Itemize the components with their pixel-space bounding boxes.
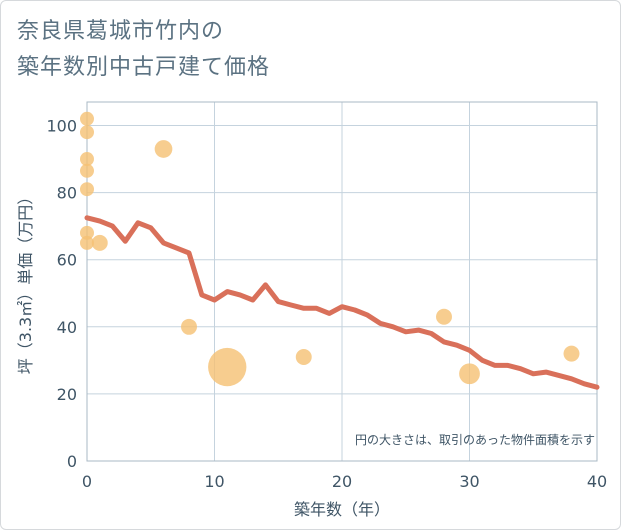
x-axis-label: 築年数（年）: [294, 500, 390, 519]
transaction-bubble: [154, 140, 173, 158]
transaction-bubble: [91, 234, 108, 251]
bubble-layer: [80, 111, 580, 387]
transaction-bubble: [563, 345, 580, 362]
x-tick-label: 20: [332, 472, 352, 491]
x-tick-label: 40: [587, 472, 607, 491]
transaction-bubble: [80, 111, 94, 126]
y-tick-label: 0: [67, 452, 77, 471]
transaction-bubble: [295, 349, 312, 365]
transaction-bubble: [80, 125, 94, 140]
y-tick-label: 20: [57, 385, 77, 404]
chart-title-line-1: 奈良県葛城市竹内の: [17, 19, 225, 44]
bubble-size-note: 円の大きさは、取引のあった物件面積を示す: [355, 432, 595, 447]
tick-label-layer: 0 20 40 60 80 100 0 10 20 30 40: [46, 116, 607, 491]
transaction-bubble: [436, 308, 452, 325]
average-price-line: [84, 215, 600, 390]
transaction-bubble: [459, 363, 480, 385]
transaction-bubble: [80, 225, 94, 240]
y-axis-label: 坪（3.3㎡）単価（万円）: [16, 189, 35, 374]
chart-title: 奈良県葛城市竹内の 築年数別中古戸建て価格: [17, 14, 270, 86]
transaction-bubble: [208, 347, 247, 387]
y-tick-label: 80: [57, 184, 77, 203]
x-tick-label: 30: [459, 472, 479, 491]
y-tick-label: 100: [46, 116, 77, 135]
plot-border: [86, 101, 598, 462]
x-tick-label: 10: [204, 472, 224, 491]
chart-title-line-2: 築年数別中古戸建て価格: [17, 55, 271, 80]
transaction-bubble: [80, 235, 94, 250]
transaction-bubble: [80, 182, 94, 197]
grid-layer: [87, 102, 597, 461]
transaction-bubble: [80, 152, 94, 167]
transaction-bubble: [181, 318, 197, 335]
transaction-bubble: [80, 163, 94, 178]
y-tick-label: 40: [57, 318, 77, 337]
x-tick-label: 0: [82, 472, 92, 491]
y-tick-label: 60: [57, 251, 77, 270]
